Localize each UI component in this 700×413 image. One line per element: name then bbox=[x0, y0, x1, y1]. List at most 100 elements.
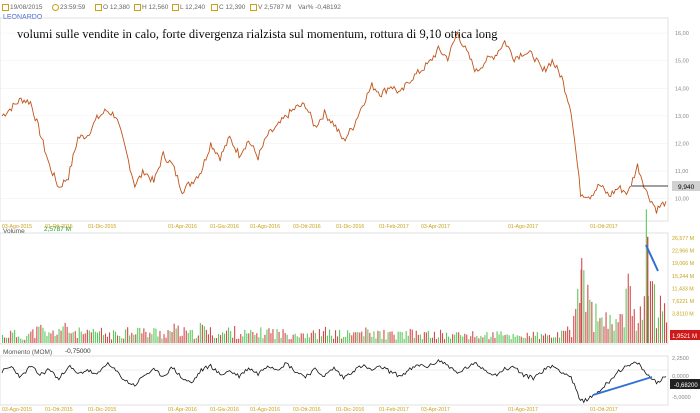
volume-bar bbox=[151, 334, 153, 343]
volume-bar bbox=[645, 209, 647, 343]
volume-bar bbox=[185, 330, 187, 343]
volume-bar bbox=[641, 319, 643, 343]
volume-bar bbox=[74, 331, 76, 343]
volume-bar bbox=[506, 334, 508, 343]
volume-bar bbox=[595, 303, 597, 343]
price-last-value-box bbox=[672, 181, 700, 191]
volume-bar bbox=[173, 323, 175, 343]
volume-bar bbox=[40, 324, 42, 343]
volume-panel-label: Volume bbox=[3, 228, 25, 235]
volume-bar bbox=[256, 333, 258, 343]
price-tick-label: 13,00 bbox=[675, 114, 689, 120]
volume-bar bbox=[339, 329, 341, 343]
volume-bar bbox=[540, 334, 542, 343]
info-high: H 12,560 bbox=[134, 4, 168, 11]
volume-bar bbox=[613, 330, 615, 343]
volume-bar bbox=[96, 332, 98, 343]
volume-bar bbox=[119, 336, 121, 343]
volume-bar bbox=[433, 331, 435, 343]
date-label-bottom: 03-Ott-2016 bbox=[293, 407, 321, 413]
volume-bar bbox=[60, 330, 62, 343]
volume-bar bbox=[76, 338, 78, 343]
volume-bar bbox=[472, 331, 474, 343]
open-square-icon bbox=[95, 4, 102, 11]
price-tick-label: 15,00 bbox=[675, 59, 689, 65]
info-low: L 12,240 bbox=[172, 4, 205, 11]
volume-bar bbox=[175, 328, 177, 343]
volume-bar bbox=[664, 303, 666, 343]
volume-bar bbox=[230, 331, 232, 343]
volume-bar bbox=[280, 337, 282, 343]
volume-bar bbox=[282, 329, 284, 343]
volume-bar bbox=[415, 330, 417, 343]
volume-bar bbox=[351, 335, 353, 343]
volume-bar bbox=[264, 334, 266, 343]
volume-bar bbox=[121, 338, 123, 343]
volume-bar bbox=[518, 335, 520, 343]
volume-bar bbox=[48, 332, 50, 343]
volume-bar bbox=[593, 332, 595, 343]
volume-bar bbox=[276, 329, 278, 343]
volume-bar bbox=[260, 327, 262, 343]
volume-bar bbox=[329, 329, 331, 343]
volume-bar bbox=[278, 331, 280, 343]
volume-bar bbox=[565, 330, 567, 343]
volume-bar bbox=[561, 330, 563, 343]
volume-bar bbox=[379, 331, 381, 343]
volume-last-value: 1,9521 M bbox=[672, 334, 697, 340]
price-last-value: 9,940 bbox=[678, 184, 695, 191]
volume-spike-bar bbox=[647, 236, 649, 343]
volume-bar bbox=[599, 318, 601, 343]
volume-bar bbox=[167, 330, 169, 343]
volume-bar bbox=[548, 334, 550, 343]
volume-bar bbox=[544, 333, 546, 343]
volume-tick-label: 26,577 M bbox=[672, 236, 694, 242]
date-label-bottom: 01-Giu-2016 bbox=[210, 407, 239, 413]
volume-bar bbox=[337, 336, 339, 343]
info-var-value: Var% -0,48192 bbox=[298, 4, 341, 11]
volume-bar bbox=[466, 334, 468, 343]
volume-bar bbox=[486, 332, 488, 343]
volume-bar bbox=[30, 331, 32, 343]
volume-bar bbox=[419, 334, 421, 343]
volume-bar bbox=[605, 312, 607, 343]
volume-bar bbox=[343, 337, 345, 343]
volume-bar bbox=[371, 336, 373, 343]
volume-bar bbox=[56, 334, 58, 343]
volume-bar bbox=[141, 333, 143, 343]
volume-bar bbox=[145, 331, 147, 343]
volume-bar bbox=[147, 337, 149, 343]
volume-bar bbox=[621, 314, 623, 343]
volume-bar bbox=[181, 335, 183, 343]
info-volume-value: V 2,5787 M bbox=[258, 4, 292, 12]
volume-bar bbox=[413, 337, 415, 343]
volume-bar bbox=[363, 336, 365, 343]
volume-bar bbox=[609, 314, 611, 343]
volume-bar bbox=[316, 339, 318, 343]
volume-tick-label: 19,066 M bbox=[672, 261, 694, 267]
volume-bar bbox=[631, 316, 633, 343]
volume-bar bbox=[470, 336, 472, 343]
volume-bar bbox=[284, 333, 286, 343]
volume-bar bbox=[458, 332, 460, 343]
volume-bar bbox=[393, 334, 395, 343]
volume-bar bbox=[559, 337, 561, 343]
volume-bar bbox=[361, 331, 363, 343]
volume-bar bbox=[357, 332, 359, 343]
price-grid bbox=[0, 32, 668, 199]
volume-bar bbox=[226, 330, 228, 343]
volume-bar bbox=[189, 330, 191, 343]
volume-bar bbox=[403, 338, 405, 343]
price-tick-label: 16,00 bbox=[675, 31, 689, 37]
volume-bar bbox=[296, 336, 298, 343]
volume-bar bbox=[365, 327, 367, 343]
volume-bar bbox=[385, 339, 387, 343]
volume-bar bbox=[314, 333, 316, 343]
volume-bar bbox=[446, 332, 448, 343]
volume-bar bbox=[224, 333, 226, 343]
volume-bar bbox=[203, 326, 205, 343]
volume-bar bbox=[528, 336, 530, 343]
volume-bar bbox=[611, 324, 613, 343]
date-label-top: 01-Ott-2017 bbox=[590, 224, 618, 230]
volume-bar bbox=[662, 311, 664, 343]
